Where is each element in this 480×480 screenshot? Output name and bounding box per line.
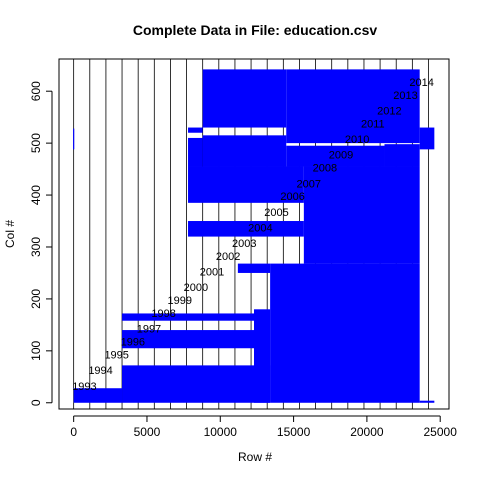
year-label-2007: 2007 [297, 178, 321, 190]
data-block-3 [122, 313, 255, 321]
x-axis-label: Row # [238, 450, 272, 464]
year-label-2001: 2001 [200, 267, 224, 279]
data-block-14 [384, 144, 420, 167]
data-block-9 [303, 166, 420, 264]
year-label-1993: 1993 [72, 381, 96, 393]
data-block-12 [188, 127, 203, 133]
data-block-10 [188, 137, 203, 167]
x-tick-label-5000: 5000 [134, 425, 161, 439]
year-label-1995: 1995 [104, 350, 128, 362]
year-label-2011: 2011 [361, 119, 385, 131]
data-blocks [73, 69, 435, 403]
year-label-2009: 2009 [329, 150, 353, 162]
data-block-16 [286, 69, 420, 144]
year-label-1998: 1998 [151, 308, 175, 320]
x-tick-label-0: 0 [70, 425, 77, 439]
data-block-17 [419, 127, 435, 150]
data-block-4 [254, 309, 271, 403]
year-label-1999: 1999 [167, 295, 191, 307]
x-tick-label-20000: 20000 [350, 425, 384, 439]
y-tick-label-400: 400 [29, 185, 43, 205]
year-label-2003: 2003 [232, 238, 256, 250]
data-block-1 [122, 365, 271, 403]
year-label-2006: 2006 [280, 191, 304, 203]
data-block-15 [202, 69, 287, 128]
year-label-2004: 2004 [248, 222, 272, 234]
y-tick-label-100: 100 [29, 341, 43, 361]
y-tick-label-600: 600 [29, 81, 43, 101]
y-axis: 0 100 200 300 400 500 600 [29, 81, 53, 406]
data-block-2 [122, 330, 255, 349]
y-tick-label-0: 0 [29, 399, 43, 406]
data-block-6 [237, 263, 271, 273]
plot-frame [58, 58, 450, 410]
x-tick-label-10000: 10000 [204, 425, 238, 439]
year-label-2013: 2013 [393, 90, 417, 102]
y-tick-label-500: 500 [29, 133, 43, 153]
year-label-2010: 2010 [345, 134, 369, 146]
year-label-2005: 2005 [264, 207, 288, 219]
year-label-1997: 1997 [137, 324, 161, 336]
data-block-7 [188, 221, 304, 237]
data-block-18 [419, 400, 435, 403]
data-block-11 [202, 135, 287, 167]
data-block-8 [188, 166, 304, 203]
year-label-1994: 1994 [88, 365, 112, 377]
data-block-19 [73, 128, 75, 150]
data-block-13 [286, 145, 385, 167]
x-tick-label-25000: 25000 [424, 425, 458, 439]
data-block-5 [270, 263, 420, 403]
y-tick-label-200: 200 [29, 289, 43, 309]
data-block-0 [73, 388, 123, 403]
chart-title: Complete Data in File: education.csv [133, 22, 377, 38]
x-tick-label-15000: 15000 [277, 425, 311, 439]
year-label-2000: 2000 [184, 282, 208, 294]
year-label-2014: 2014 [409, 77, 433, 89]
year-label-2012: 2012 [377, 106, 401, 118]
y-tick-label-300: 300 [29, 237, 43, 257]
y-axis-label: Col # [3, 220, 17, 248]
year-label-1996: 1996 [121, 337, 145, 349]
x-axis: 0 5000 10000 15000 20000 25000 [70, 415, 458, 439]
year-label-2008: 2008 [313, 163, 337, 175]
year-label-2002: 2002 [216, 251, 240, 263]
